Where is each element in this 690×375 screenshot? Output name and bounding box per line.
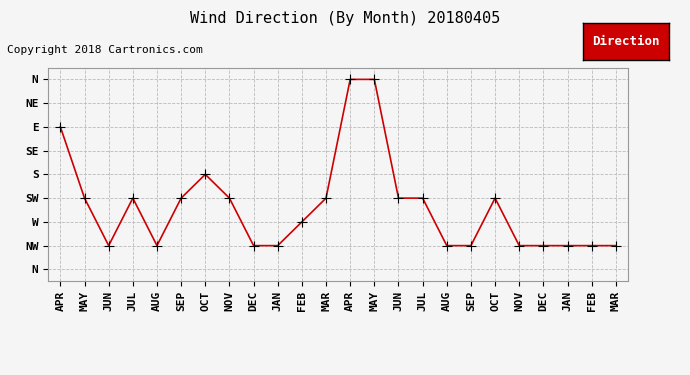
Text: Direction: Direction (593, 35, 660, 48)
Text: Wind Direction (By Month) 20180405: Wind Direction (By Month) 20180405 (190, 11, 500, 26)
Text: Copyright 2018 Cartronics.com: Copyright 2018 Cartronics.com (7, 45, 203, 55)
